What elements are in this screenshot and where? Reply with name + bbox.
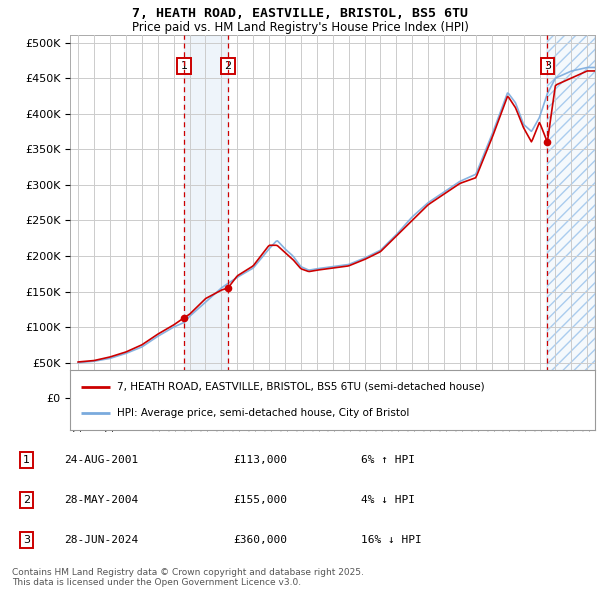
- Text: 3: 3: [23, 535, 30, 545]
- Text: Price paid vs. HM Land Registry's House Price Index (HPI): Price paid vs. HM Land Registry's House …: [131, 21, 469, 34]
- Text: 7, HEATH ROAD, EASTVILLE, BRISTOL, BS5 6TU (semi-detached house): 7, HEATH ROAD, EASTVILLE, BRISTOL, BS5 6…: [118, 382, 485, 392]
- Text: 4% ↓ HPI: 4% ↓ HPI: [361, 495, 415, 505]
- Bar: [184, 35, 228, 398]
- Text: Contains HM Land Registry data © Crown copyright and database right 2025.
This d: Contains HM Land Registry data © Crown c…: [12, 568, 364, 587]
- Text: 16% ↓ HPI: 16% ↓ HPI: [361, 535, 422, 545]
- Text: £155,000: £155,000: [233, 495, 287, 505]
- Bar: [547, 35, 595, 398]
- Text: 24-AUG-2001: 24-AUG-2001: [64, 455, 139, 465]
- Bar: [547, 35, 595, 398]
- Text: 1: 1: [23, 455, 30, 465]
- Text: 3: 3: [544, 61, 551, 71]
- Text: 1: 1: [181, 61, 187, 71]
- Text: £360,000: £360,000: [233, 535, 287, 545]
- Bar: [547, 35, 595, 398]
- Text: 2: 2: [224, 61, 232, 71]
- Text: 28-MAY-2004: 28-MAY-2004: [64, 495, 139, 505]
- Text: £113,000: £113,000: [233, 455, 287, 465]
- Text: 7, HEATH ROAD, EASTVILLE, BRISTOL, BS5 6TU: 7, HEATH ROAD, EASTVILLE, BRISTOL, BS5 6…: [132, 7, 468, 20]
- Text: HPI: Average price, semi-detached house, City of Bristol: HPI: Average price, semi-detached house,…: [118, 408, 410, 418]
- Text: 28-JUN-2024: 28-JUN-2024: [64, 535, 139, 545]
- Text: 6% ↑ HPI: 6% ↑ HPI: [361, 455, 415, 465]
- Text: 2: 2: [23, 495, 30, 505]
